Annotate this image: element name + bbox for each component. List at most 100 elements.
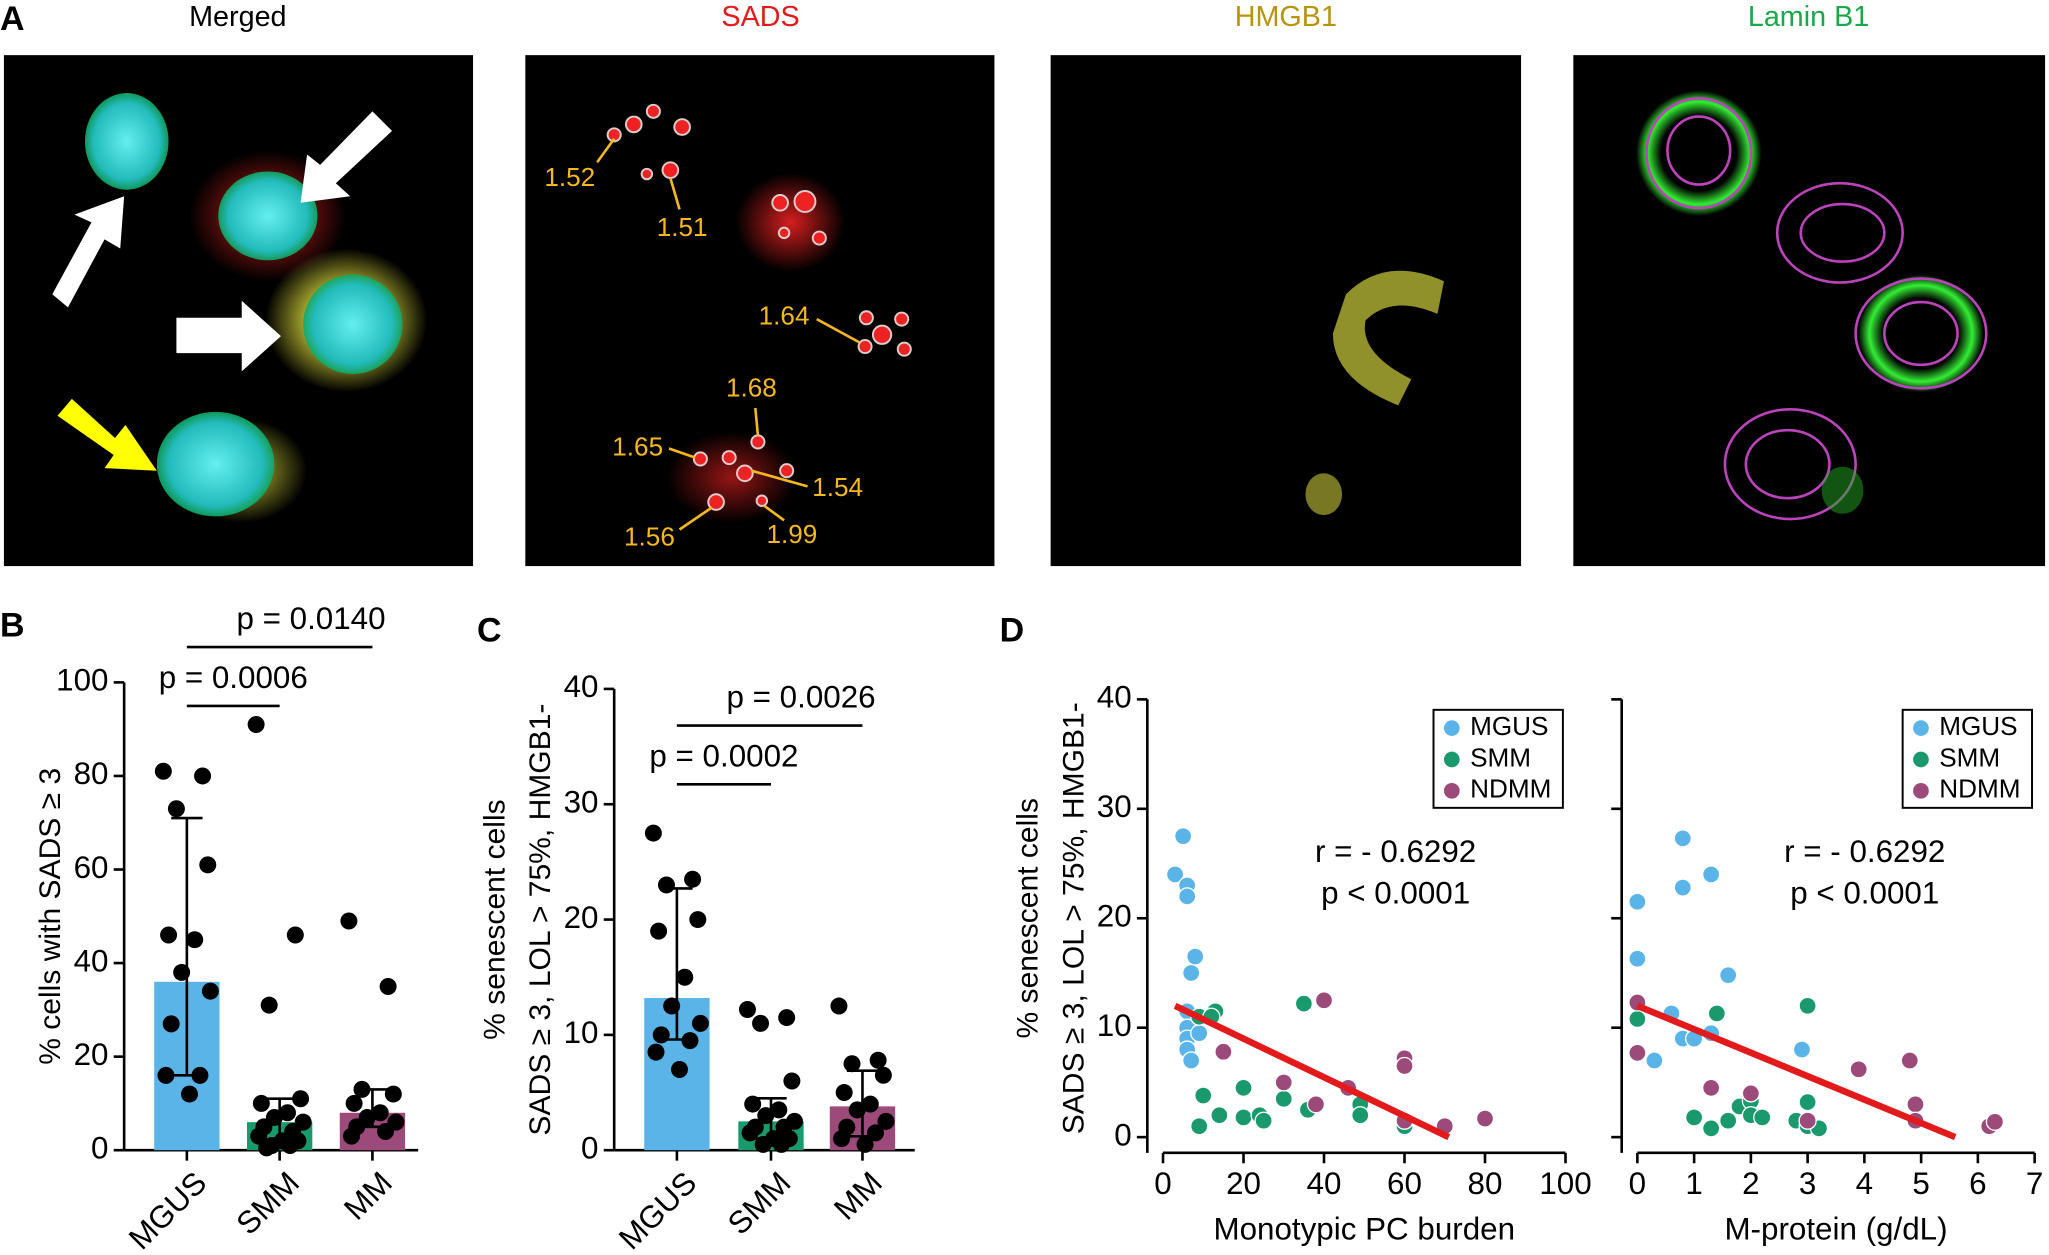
fit-line [1173, 1002, 1451, 1141]
cell [303, 274, 403, 374]
data-point [1719, 966, 1738, 985]
data-point [1628, 1009, 1647, 1029]
data-point [1214, 1042, 1233, 1061]
data-point [379, 977, 397, 995]
data-point [353, 1080, 371, 1098]
p-value: p = 0.0006 [159, 660, 308, 695]
data-point [167, 800, 185, 818]
legend-marker [1913, 720, 1929, 736]
data-point [856, 1135, 874, 1153]
data-point [1645, 1051, 1664, 1070]
data-point [201, 982, 219, 1000]
data-point [1165, 865, 1185, 884]
data-point [191, 1066, 209, 1084]
x-tick-label: MGUS [122, 1165, 213, 1255]
panel-label: A [0, 0, 25, 38]
image-panels [3, 55, 2046, 567]
data-point [1707, 1004, 1726, 1023]
data-point [384, 1085, 402, 1103]
data-point [833, 1130, 851, 1148]
x-tick-label: 4 [1856, 1166, 1873, 1201]
legend-label: MGUS [1939, 711, 2017, 741]
data-point [783, 1072, 801, 1090]
y-tick-label: 20 [564, 900, 599, 935]
focus-value: 1.64 [759, 301, 810, 331]
y-tick-label: 40 [74, 943, 109, 978]
x-tick-label: 0 [1629, 1166, 1646, 1201]
data-point [1798, 996, 1817, 1015]
arrow [300, 111, 393, 203]
data-point [345, 1094, 363, 1112]
data-point [154, 762, 172, 780]
panel-label: C [477, 612, 502, 650]
data-point [684, 870, 702, 888]
y-tick-label: 0 [1114, 1117, 1131, 1152]
legend-marker [1443, 751, 1460, 768]
data-point [281, 1137, 299, 1155]
data-point [681, 1032, 699, 1050]
data-point [180, 1085, 198, 1103]
data-point [1701, 865, 1721, 884]
x-tick-label: 6 [1969, 1166, 1986, 1201]
data-point [848, 1101, 866, 1119]
y-tick-label: 0 [581, 1130, 598, 1165]
y-axis-label: % senescent cells [1012, 798, 1045, 1039]
data-point [657, 876, 675, 894]
data-point [340, 912, 358, 930]
arrow [57, 398, 157, 471]
data-point [1628, 1043, 1647, 1063]
focus-value: 1.51 [657, 212, 708, 242]
signal [1332, 270, 1444, 406]
annotation: r = - 0.6292 [1784, 834, 1945, 869]
nuclear-ring [1636, 90, 1762, 216]
data-point [1475, 1109, 1495, 1128]
foci [606, 103, 912, 511]
x-tick-label: 40 [1307, 1166, 1342, 1201]
data-point [160, 926, 178, 944]
signal [1305, 473, 1343, 516]
y-tick-label: 60 [74, 850, 109, 885]
legend-label: NDMM [1470, 774, 1551, 804]
y-tick-label: 10 [564, 1015, 599, 1050]
p-value: p = 0.0026 [726, 680, 875, 715]
data-point [260, 996, 278, 1014]
data-point [652, 1026, 670, 1044]
data-point [650, 922, 668, 940]
focus-value: 1.99 [766, 519, 817, 549]
data-point [1186, 947, 1205, 966]
signal [735, 172, 846, 273]
legend-marker [1443, 720, 1460, 736]
annotation: p < 0.0001 [1321, 876, 1470, 911]
data-point [157, 1066, 175, 1084]
y-tick-label: 10 [1097, 1008, 1132, 1043]
y-tick-label: 30 [564, 785, 599, 820]
data-point [1849, 1060, 1868, 1079]
data-point [1178, 887, 1197, 906]
data-point [757, 1107, 775, 1125]
outlines [1645, 96, 1988, 521]
focus-value: 1.65 [612, 431, 663, 461]
data-point [278, 1104, 296, 1122]
arrow [52, 196, 125, 308]
arrow [176, 300, 281, 372]
y-axis-label: SADS ≥ 3, LOL > 75%, HMGB1- [524, 704, 557, 1136]
hmgb1-image [1050, 55, 1522, 567]
data-point [778, 1009, 796, 1027]
fit-line [1636, 1002, 1957, 1141]
data-point [1900, 1051, 1919, 1070]
x-tick-label: 5 [1912, 1166, 1929, 1201]
data-point [1274, 1089, 1293, 1108]
data-point [1395, 1056, 1414, 1076]
data-point [173, 963, 191, 981]
y-axis-label: % cells with SADS ≥ 3 [34, 768, 67, 1065]
data-point [162, 1015, 180, 1033]
image-title: SADS [721, 1, 799, 33]
legend-marker [1443, 783, 1460, 799]
data-point [186, 931, 204, 949]
data-point [1234, 1078, 1253, 1098]
legend-label: SMM [1470, 742, 1531, 772]
y-tick-label: 40 [564, 669, 599, 704]
x-tick-label: 80 [1468, 1166, 1503, 1201]
data-point [1210, 1106, 1229, 1125]
data-point [752, 1014, 770, 1032]
